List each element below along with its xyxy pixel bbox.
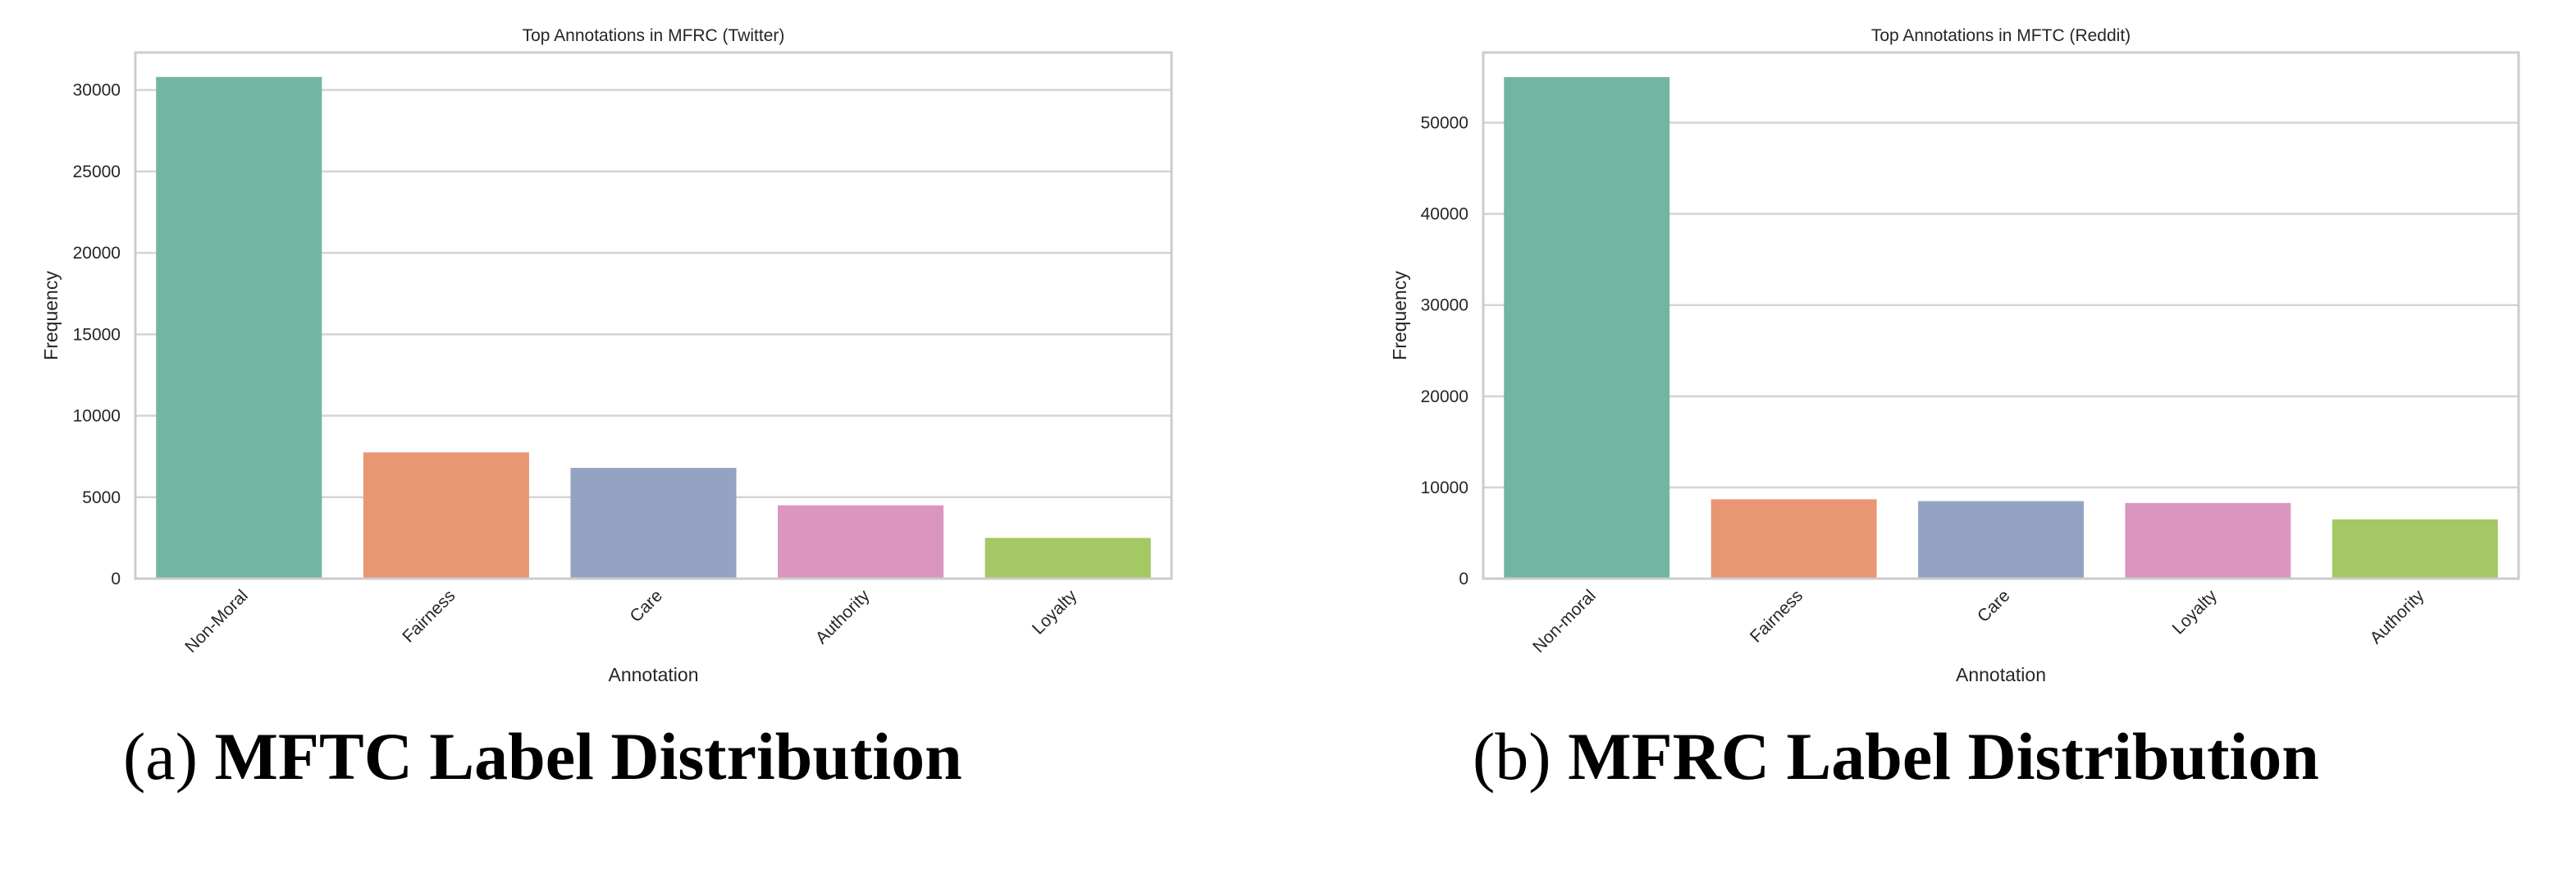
right-ytick-label: 10000 — [1421, 478, 1468, 497]
left-x-axis-label: Annotation — [609, 664, 699, 685]
right-ytick-label: 0 — [1459, 570, 1468, 588]
left-bar-care — [570, 468, 737, 579]
right-ytick-label: 40000 — [1421, 205, 1468, 224]
left-ytick-label: 10000 — [73, 407, 121, 426]
left-bar-loyalty — [984, 538, 1151, 579]
right-bar-fairness — [1710, 499, 1877, 579]
chart-left: 0 5000 10000 15000 20000 25000 30000 Non-Moral F… — [40, 26, 1173, 685]
left-xtick-label: Care — [627, 586, 666, 625]
left-ytick-label: 5000 — [82, 488, 121, 507]
left-xtick-label: Fairness — [399, 586, 459, 646]
right-x-axis-label: Annotation — [1956, 664, 2046, 685]
caption-right-prefix: (b) — [1473, 719, 1551, 794]
right-bar-authority — [2332, 519, 2498, 579]
left-bar-fairness — [363, 452, 529, 579]
right-plot-frame — [1482, 51, 2520, 580]
right-chart-title: Top Annotations in MFTC (Reddit) — [1871, 26, 2131, 45]
caption-right: (b) MFRC Label Distribution — [1473, 718, 2319, 800]
right-bar-loyalty — [2125, 502, 2291, 579]
right-bar-care — [1918, 501, 2084, 579]
right-ytick-label: 30000 — [1421, 296, 1468, 315]
right-xtick-label: Loyalty — [2169, 586, 2222, 639]
left-xtick-label: Loyalty — [1029, 586, 1081, 639]
caption-left: (a) MFTC Label Distribution — [123, 718, 962, 800]
right-xtick-label: Care — [1974, 586, 2013, 625]
left-plot-frame — [134, 51, 1173, 580]
right-ytick-label: 20000 — [1421, 387, 1468, 406]
left-ytick-label: 0 — [111, 570, 121, 588]
left-bar-non-moral — [156, 76, 322, 579]
right-xtick-label: Authority — [2366, 586, 2428, 648]
left-ytick-label: 30000 — [73, 81, 121, 100]
left-xtick-label: Non-Moral — [181, 586, 252, 657]
caption-left-prefix: (a) — [123, 719, 199, 794]
right-ytick-label: 50000 — [1421, 114, 1468, 133]
left-ytick-label: 15000 — [73, 325, 121, 344]
left-xtick-label: Authority — [812, 586, 874, 648]
right-y-axis-label: Frequency — [1389, 271, 1410, 360]
caption-right-text: MFRC Label Distribution — [1568, 719, 2319, 794]
right-xtick-label: Fairness — [1747, 586, 1806, 646]
right-bar-non-moral — [1504, 76, 1670, 579]
left-chart-title: Top Annotations in MFRC (Twitter) — [523, 26, 785, 45]
caption-left-text: MFTC Label Distribution — [214, 719, 962, 794]
chart-right: 0 10000 20000 30000 40000 50000 Non-moral Fairn… — [1389, 26, 2520, 685]
left-ytick-label: 20000 — [73, 244, 121, 263]
left-bar-authority — [778, 505, 944, 579]
right-xtick-label: Non-moral — [1529, 586, 1600, 657]
left-ytick-label: 25000 — [73, 163, 121, 181]
left-y-axis-label: Frequency — [40, 271, 62, 360]
